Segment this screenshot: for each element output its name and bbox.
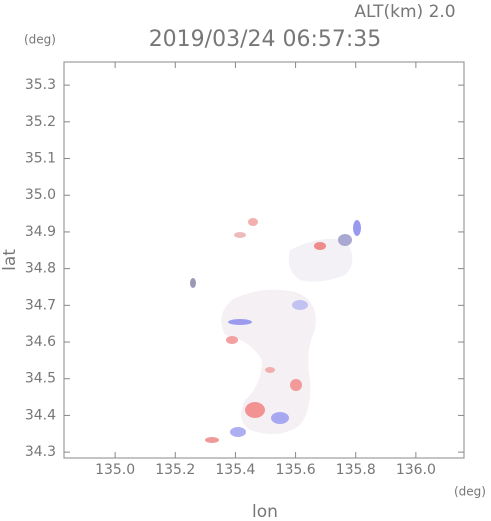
y-tick-label: 35.1 — [25, 151, 56, 167]
y-axis-label: lat — [0, 249, 20, 271]
x-unit: (deg) — [454, 485, 486, 499]
echo — [288, 238, 353, 282]
x-tick-label: 135.8 — [336, 462, 376, 478]
x-tick-label: 136.0 — [396, 462, 436, 478]
echo — [221, 289, 316, 434]
echoes — [190, 218, 361, 443]
echo — [190, 278, 196, 288]
x-tick-label: 135.0 — [95, 462, 135, 478]
echo — [228, 319, 252, 325]
echo — [292, 300, 308, 310]
echo — [290, 379, 302, 391]
plot-frame — [63, 61, 465, 459]
echo — [230, 427, 246, 437]
y-tick-label: 34.3 — [25, 444, 56, 460]
echo — [226, 336, 238, 344]
y-unit: (deg) — [24, 33, 56, 47]
y-tick-label: 34.8 — [25, 261, 56, 277]
altitude-label: ALT(km) 2.0 — [354, 2, 455, 22]
x-tick-label: 135.6 — [276, 462, 316, 478]
x-axis-label: lon — [252, 502, 278, 521]
echo — [234, 232, 246, 238]
echo — [338, 234, 352, 246]
y-tick-label: 34.7 — [25, 297, 56, 313]
x-tick-label: 135.4 — [215, 462, 255, 478]
echo — [271, 412, 289, 424]
echo — [248, 218, 258, 226]
echo — [245, 402, 265, 418]
y-tick-label: 35.0 — [25, 187, 56, 203]
echo — [205, 437, 219, 443]
y-tick-label: 34.5 — [25, 371, 56, 387]
y-tick-label: 34.6 — [25, 334, 56, 350]
x-tick-label: 135.2 — [155, 462, 195, 478]
y-tick-label: 35.2 — [25, 114, 56, 130]
echo — [353, 220, 361, 236]
y-tick-label: 34.4 — [25, 407, 56, 423]
chart-title: 2019/03/24 06:57:35 — [149, 27, 382, 52]
echo — [265, 367, 275, 373]
y-tick-label: 34.9 — [25, 224, 56, 240]
echo — [314, 242, 326, 250]
y-tick-label: 35.3 — [25, 77, 56, 93]
